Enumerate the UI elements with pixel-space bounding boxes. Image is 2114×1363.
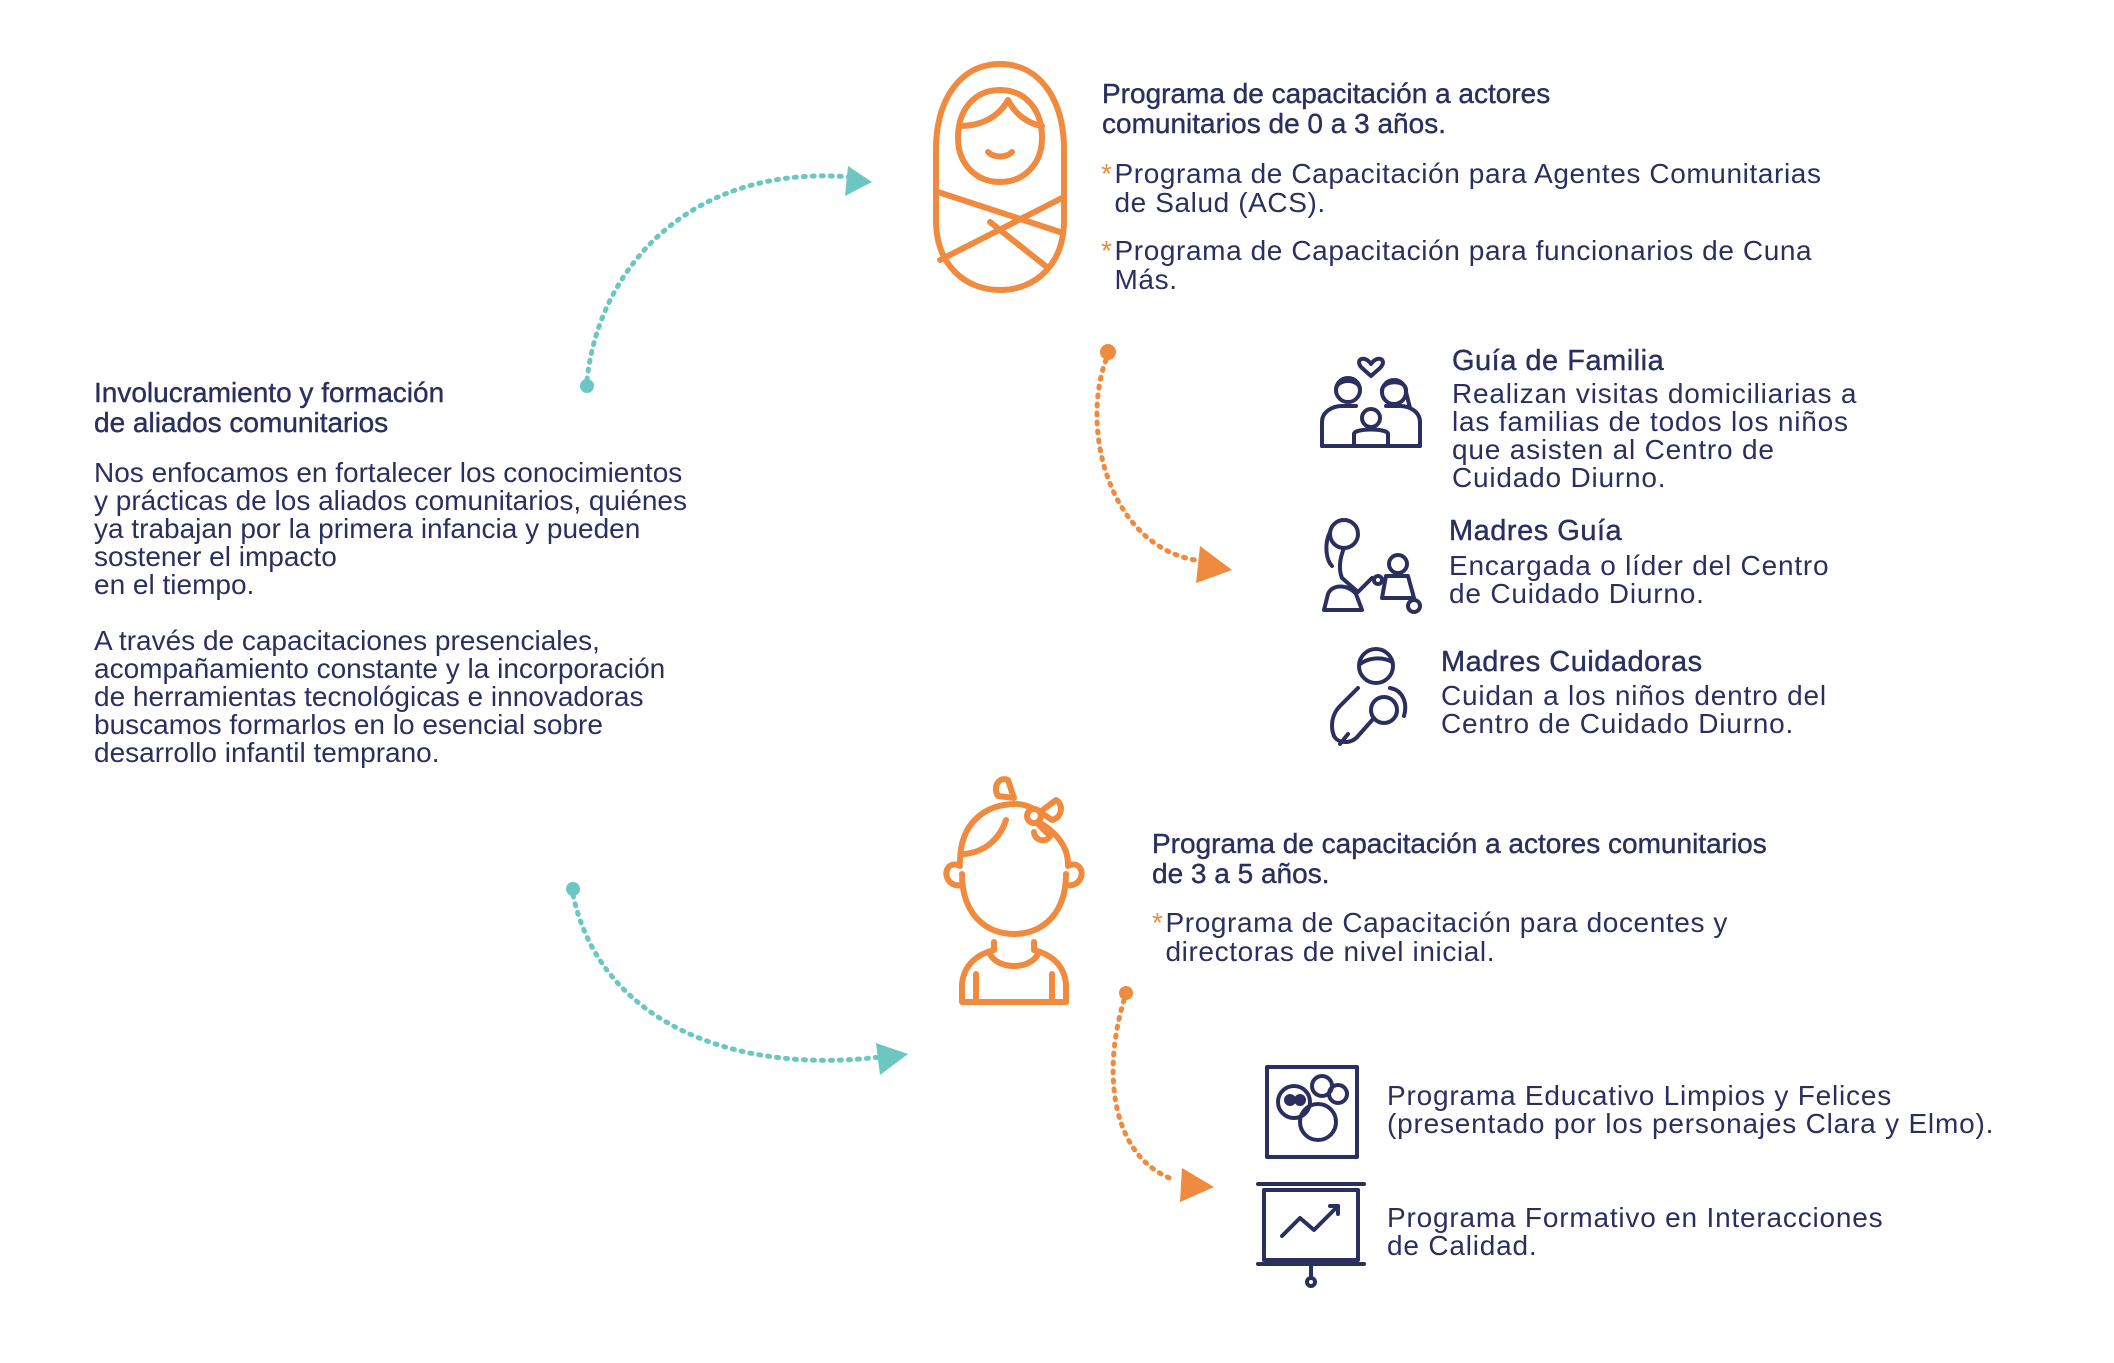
role-title-madres-guia: Madres Guía [1449, 515, 1623, 547]
teal-arrow-top [580, 166, 872, 393]
program-0-3-bullet: * Programa de Capacitación para Agentes … [1101, 159, 1901, 217]
intro-title: Involucramiento y formación de aliados c… [94, 377, 445, 438]
role-title-guia-familia: Guía de Familia [1452, 345, 1665, 377]
program-interacciones-calidad: Programa Formativo en Interacciones de C… [1387, 1202, 1884, 1261]
bullet-text: Programa de Capacitación para funcionari… [1114, 235, 1813, 295]
mother-holding-baby-icon [1330, 647, 1408, 746]
role-title-madres-cuidadoras: Madres Cuidadoras [1441, 646, 1703, 678]
bullet-star: * [1152, 907, 1164, 938]
program-3-5-title: Programa de capacitación a actores comun… [1152, 828, 1767, 889]
teal-arrow-bottom [566, 882, 908, 1075]
mother-child-playing-icon [1322, 518, 1422, 614]
orange-arrow-bottom [1110, 986, 1214, 1202]
bullet-text: Programa de Capacitación para docentes y… [1165, 907, 1729, 967]
swaddled-baby-icon [933, 61, 1067, 293]
program-0-3-bullet: * Programa de Capacitación para funciona… [1101, 236, 1901, 294]
role-desc-madres-cuidadoras: Cuidan a los niños dentro del Centro de … [1441, 680, 1827, 739]
family-icon [1320, 356, 1422, 448]
presentation-board-icon [1256, 1182, 1366, 1288]
girl-with-bow-icon [943, 776, 1085, 1005]
bullet-text: Programa de Capacitación para Agentes Co… [1114, 158, 1822, 218]
role-desc-madres-guia: Encargada o líder del Centro de Cuidado … [1449, 550, 1830, 609]
program-0-3-title: Programa de capacitación a actores comun… [1102, 78, 1551, 139]
bullet-star: * [1101, 158, 1113, 189]
intro-paragraph-1: Nos enfocamos en fortalecer los conocimi… [94, 457, 687, 600]
program-limpios-felices: Programa Educativo Limpios y Felices (pr… [1387, 1080, 1995, 1139]
bullet-star: * [1101, 235, 1113, 266]
characters-frame-icon [1265, 1065, 1359, 1159]
role-desc-guia-familia: Realizan visitas domiciliarias a las fam… [1452, 378, 1858, 493]
program-3-5-bullet: * Programa de Capacitación para docentes… [1152, 908, 1952, 966]
orange-arrow-top [1094, 344, 1232, 583]
intro-paragraph-2: A través de capacitaciones presenciales,… [94, 625, 666, 768]
